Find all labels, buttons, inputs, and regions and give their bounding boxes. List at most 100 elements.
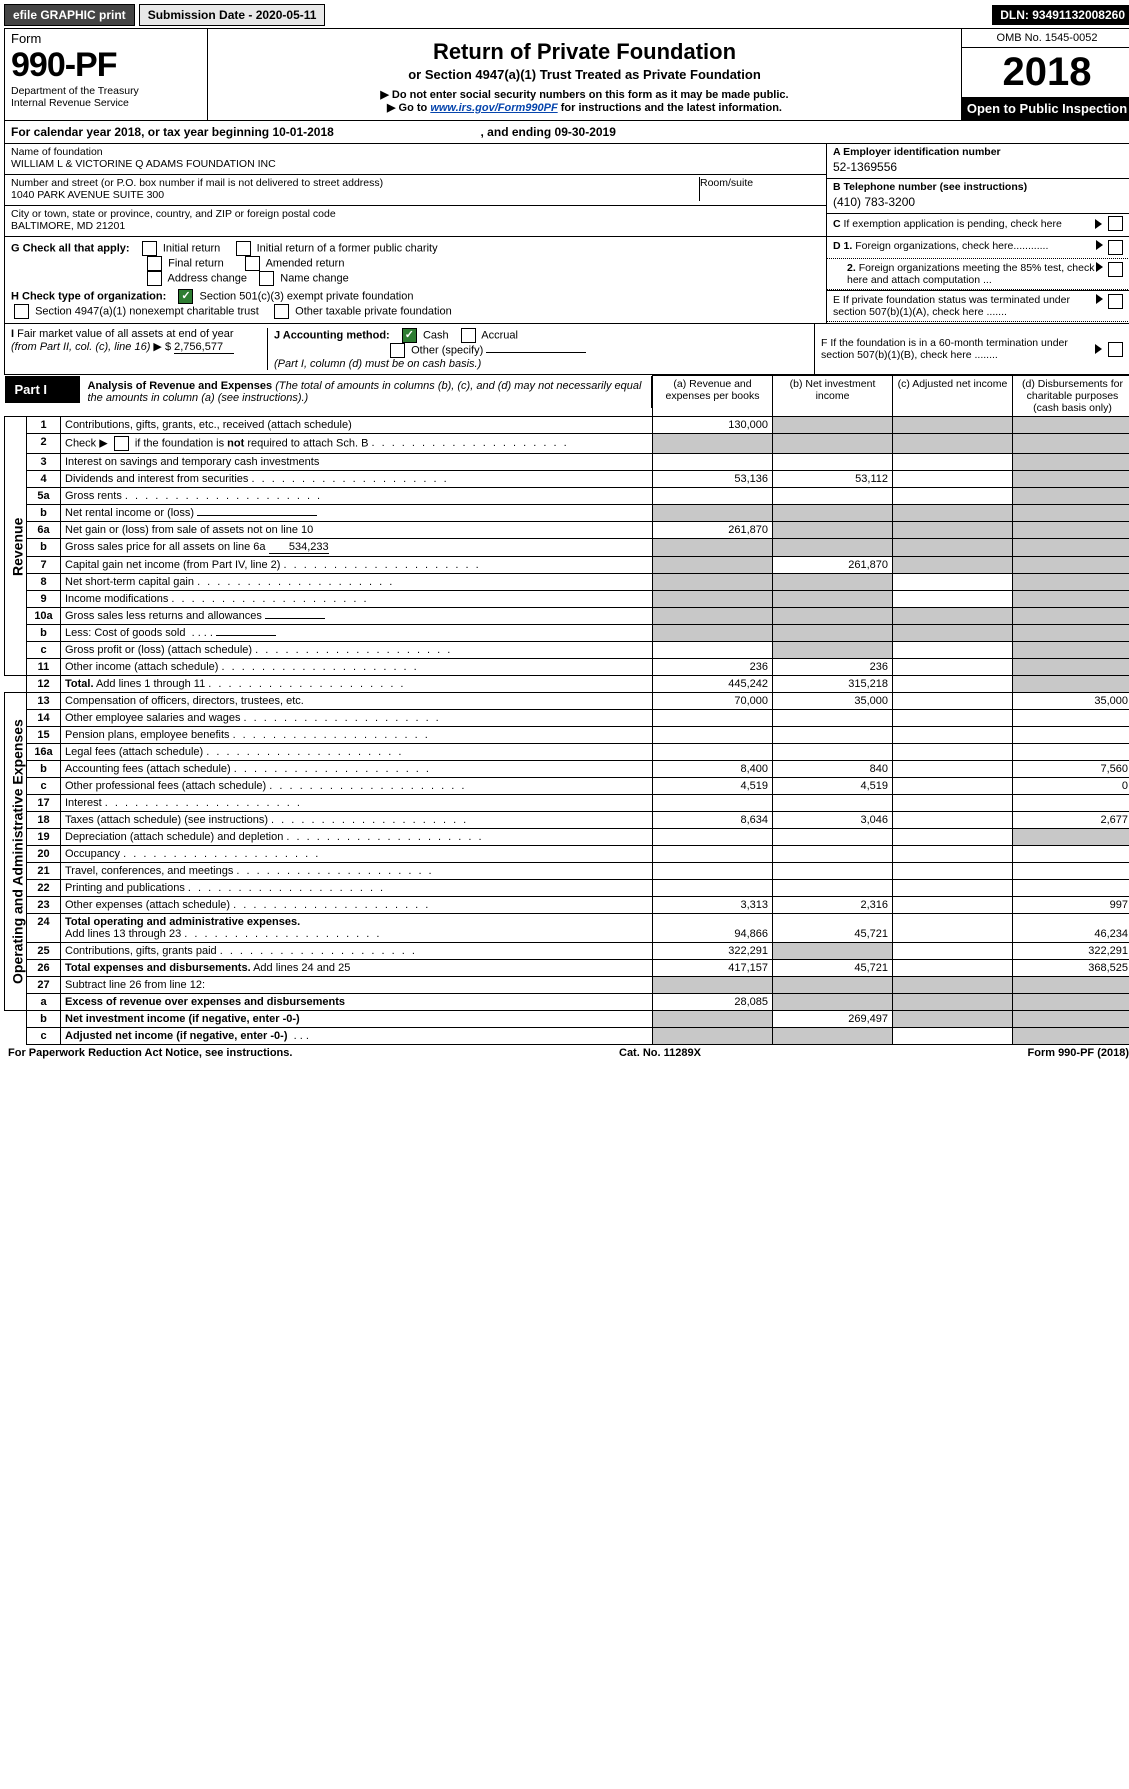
j-cash-checkbox[interactable]: ✓ <box>402 328 417 343</box>
j-other-checkbox[interactable] <box>390 343 405 358</box>
r26-d2: 368,525 <box>1013 960 1129 977</box>
j2: Accrual <box>481 329 518 341</box>
efile-print-button[interactable]: efile GRAPHIC print <box>4 4 135 26</box>
r16b-n: b <box>27 761 61 778</box>
r13-n: 13 <box>27 693 61 710</box>
r8-n: 8 <box>27 574 61 591</box>
row-14: 14 Other employee salaries and wages <box>5 710 1129 727</box>
r23-d2: 997 <box>1013 897 1129 914</box>
ein-label: A Employer identification number <box>833 146 1001 158</box>
r4-d: Dividends and interest from securities <box>61 471 653 488</box>
phone-cell: B Telephone number (see instructions) (4… <box>827 179 1129 214</box>
r26-d: Total expenses and disbursements. Add li… <box>61 960 653 977</box>
r27a-d: Excess of revenue over expenses and disb… <box>61 994 653 1011</box>
r17-d: Interest <box>61 795 653 812</box>
omb-number: OMB No. 1545-0052 <box>962 29 1129 48</box>
g5-checkbox[interactable] <box>147 271 162 286</box>
note2-pre: ▶ Go to <box>387 102 430 114</box>
r11-b: 236 <box>773 659 893 676</box>
row-10b: b Less: Cost of goods sold . . . . <box>5 625 1129 642</box>
form-note-1: ▶ Do not enter social security numbers o… <box>218 88 951 101</box>
j-accrual-checkbox[interactable] <box>461 328 476 343</box>
row-16b: b Accounting fees (attach schedule) 8,40… <box>5 761 1129 778</box>
r4-a: 53,136 <box>653 471 773 488</box>
row-8: 8 Net short-term capital gain <box>5 574 1129 591</box>
g3-checkbox[interactable] <box>147 256 162 271</box>
revenue-side-label: Revenue <box>5 417 27 676</box>
dept-1: Department of the Treasury <box>11 85 201 97</box>
r9-d: Income modifications <box>61 591 653 608</box>
f-text: F If the foundation is in a 60-month ter… <box>821 337 1095 361</box>
arrow-icon <box>1095 219 1102 229</box>
r12-n: 12 <box>27 676 61 693</box>
r14-n: 14 <box>27 710 61 727</box>
g2: Initial return of a former public charit… <box>257 242 438 254</box>
j-label: J Accounting method: <box>274 329 390 341</box>
r12-d: Total. Add lines 1 through 11 <box>61 676 653 693</box>
col-d: (d) Disbursements for charitable purpose… <box>1013 376 1129 417</box>
row-27b: b Net investment income (if negative, en… <box>5 1011 1129 1028</box>
h1-checkbox[interactable]: ✓ <box>178 289 193 304</box>
r20-n: 20 <box>27 846 61 863</box>
d1-checkbox[interactable] <box>1108 240 1123 255</box>
h3-checkbox[interactable] <box>274 304 289 319</box>
g-row: G Check all that apply: Initial return I… <box>11 241 820 286</box>
r1-n: 1 <box>27 417 61 434</box>
row-24: 24 Total operating and administrative ex… <box>5 914 1129 943</box>
j-note: (Part I, column (d) must be on cash basi… <box>274 358 481 370</box>
top-bar: efile GRAPHIC print Submission Date - 20… <box>4 4 1129 26</box>
c-checkbox[interactable] <box>1108 216 1123 231</box>
footer-right: Form 990-PF (2018) <box>1028 1047 1129 1059</box>
f-checkbox[interactable] <box>1108 342 1123 357</box>
g1-checkbox[interactable] <box>142 241 157 256</box>
row-17: 17 Interest <box>5 795 1129 812</box>
d2-checkbox[interactable] <box>1108 262 1123 277</box>
r10a-n: 10a <box>27 608 61 625</box>
r7-d: Capital gain net income (from Part IV, l… <box>61 557 653 574</box>
dln: DLN: 93491132008260 <box>992 5 1129 25</box>
r19-n: 19 <box>27 829 61 846</box>
r16a-d: Legal fees (attach schedule) <box>61 744 653 761</box>
r19-d: Depreciation (attach schedule) and deple… <box>61 829 653 846</box>
phone-val: (410) 783-3200 <box>833 193 1126 209</box>
r2-n: 2 <box>27 434 61 454</box>
r20-d: Occupancy <box>61 846 653 863</box>
row-22: 22 Printing and publications <box>5 880 1129 897</box>
r23-n: 23 <box>27 897 61 914</box>
name-cell: Name of foundation WILLIAM L & VICTORINE… <box>5 144 826 175</box>
phone-label: B Telephone number (see instructions) <box>833 181 1027 193</box>
r18-d: Taxes (attach schedule) (see instruction… <box>61 812 653 829</box>
row-18: 18 Taxes (attach schedule) (see instruct… <box>5 812 1129 829</box>
r23-d: Other expenses (attach schedule) <box>61 897 653 914</box>
d1-text: Foreign organizations, check here.......… <box>855 240 1048 252</box>
page-footer: For Paperwork Reduction Act Notice, see … <box>4 1045 1129 1061</box>
e-text: E If private foundation status was termi… <box>833 294 1096 318</box>
h2-checkbox[interactable] <box>14 304 29 319</box>
r6a-n: 6a <box>27 522 61 539</box>
r18-b: 3,046 <box>773 812 893 829</box>
form-note-2: ▶ Go to www.irs.gov/Form990PF for instru… <box>218 101 951 114</box>
row-12: 12 Total. Add lines 1 through 11 445,242… <box>5 676 1129 693</box>
form-number: 990-PF <box>11 46 201 85</box>
r5b-n: b <box>27 505 61 522</box>
j1: Cash <box>423 329 449 341</box>
r7-b: 261,870 <box>773 557 893 574</box>
r27b-d: Net investment income (if negative, ente… <box>61 1011 653 1028</box>
calendar-year-row: For calendar year 2018, or tax year begi… <box>4 121 1129 144</box>
r2-checkbox[interactable] <box>114 436 129 451</box>
g6-checkbox[interactable] <box>259 271 274 286</box>
e-row: E If private foundation status was termi… <box>827 290 1129 322</box>
row-25: 25 Contributions, gifts, grants paid 322… <box>5 943 1129 960</box>
g2-checkbox[interactable] <box>236 241 251 256</box>
e-checkbox[interactable] <box>1108 294 1123 309</box>
form-link[interactable]: www.irs.gov/Form990PF <box>430 102 557 114</box>
g4-checkbox[interactable] <box>245 256 260 271</box>
r21-n: 21 <box>27 863 61 880</box>
row-6b: b Gross sales price for all assets on li… <box>5 539 1129 557</box>
h3: Other taxable private foundation <box>295 305 452 317</box>
r1-a: 130,000 <box>653 417 773 434</box>
footer-left: For Paperwork Reduction Act Notice, see … <box>8 1047 292 1059</box>
j-cell: J Accounting method: ✓ Cash Accrual Othe… <box>268 328 808 370</box>
g4: Amended return <box>266 257 345 269</box>
r11-a: 236 <box>653 659 773 676</box>
